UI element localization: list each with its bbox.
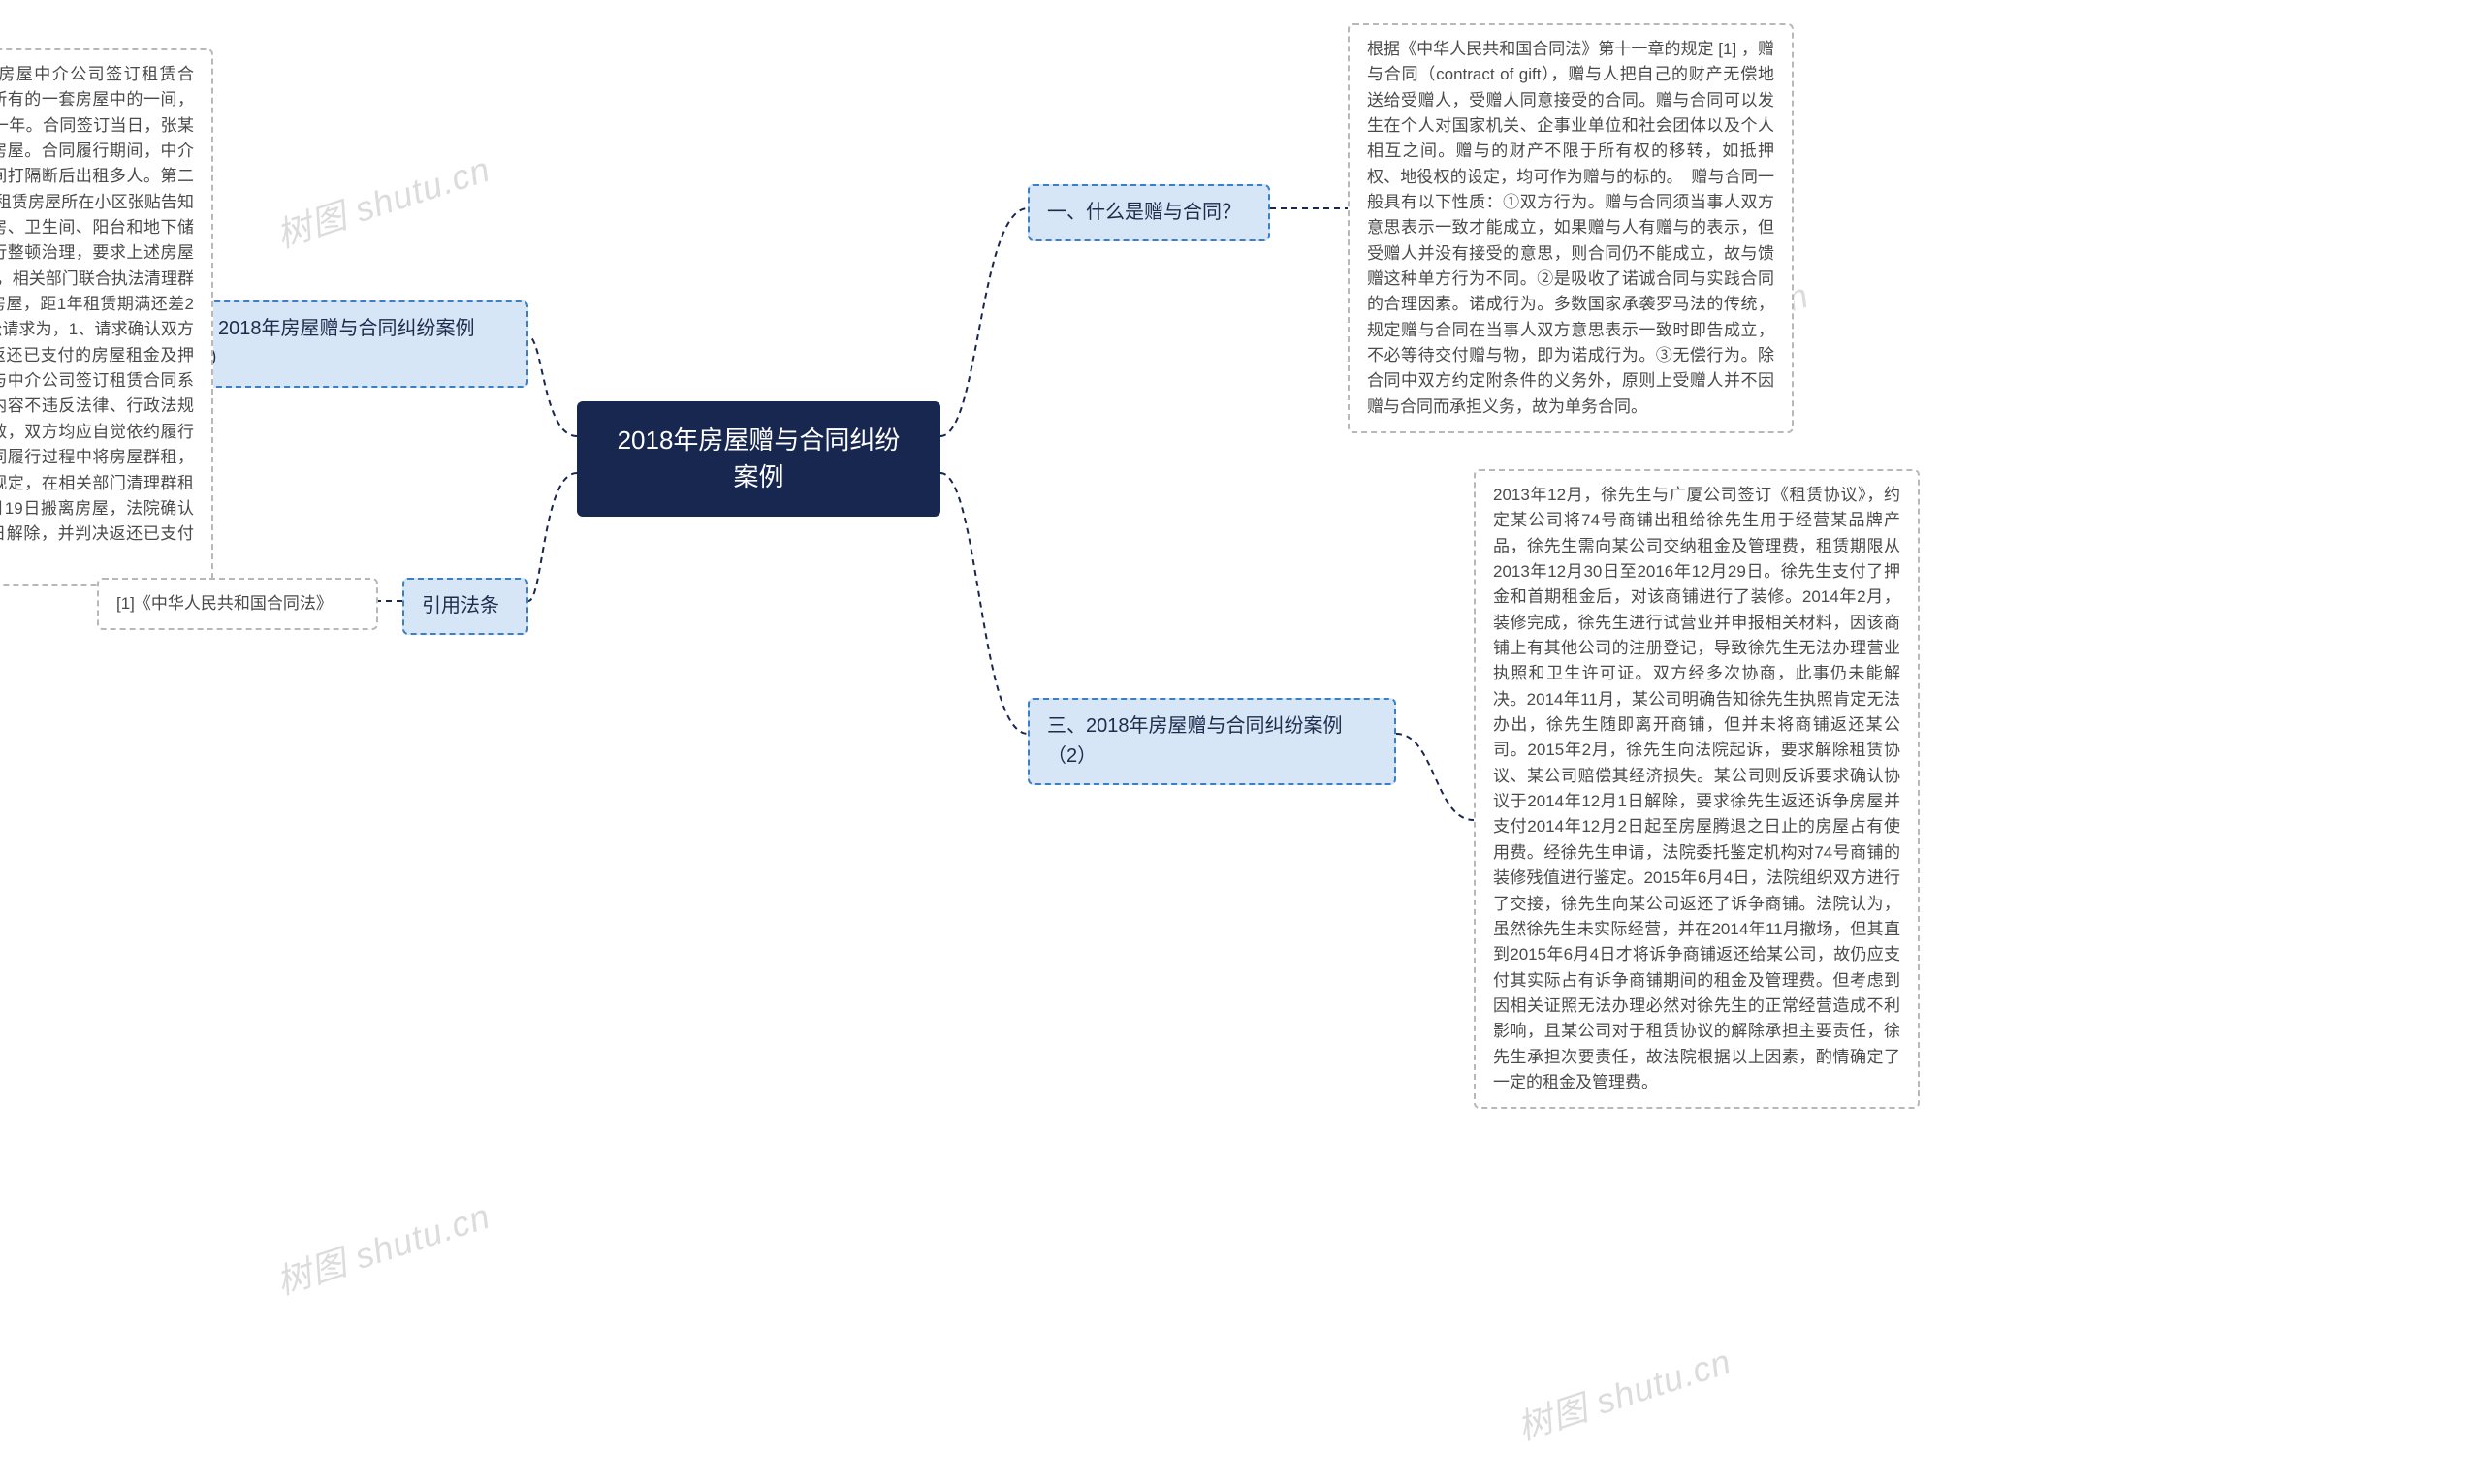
connector <box>1396 734 1474 820</box>
root-title-line1: 2018年房屋赠与合同纠纷 <box>618 426 901 455</box>
leaf-node-case2-detail: 2013年12月，徐先生与广厦公司签订《租赁协议》，约定某公司将74号商铺出租给… <box>1474 469 1920 1109</box>
branch-label: 引用法条 <box>422 595 499 616</box>
connector <box>940 473 1028 734</box>
watermark: 树图 shutu.cn <box>270 1188 496 1305</box>
leaf-node-citation: [1]《中华人民共和国合同法》 <box>97 578 378 630</box>
leaf-text: [1]《中华人民共和国合同法》 <box>116 594 333 613</box>
watermark: 树图 shutu.cn <box>270 142 496 258</box>
leaf-text: 2013年8月19日，张某与某房屋中介公司签订租赁合同，约定张某租赁中介公司所有… <box>0 65 194 569</box>
leaf-text: 2013年12月，徐先生与广厦公司签订《租赁协议》，约定某公司将74号商铺出租给… <box>1493 486 1900 1091</box>
branch-label-line2: （2） <box>1047 745 1097 767</box>
root-node[interactable]: 2018年房屋赠与合同纠纷 案例 <box>577 401 940 517</box>
leaf-node-definition: 根据《中华人民共和国合同法》第十一章的规定 [1] ，赠与合同（contract… <box>1348 23 1794 433</box>
leaf-text: 根据《中华人民共和国合同法》第十一章的规定 [1] ，赠与合同（contract… <box>1367 40 1774 416</box>
connector <box>528 473 577 601</box>
branch-label-line1: 二、2018年房屋赠与合同纠纷案例 <box>179 318 475 339</box>
leaf-node-case1-detail: 2013年8月19日，张某与某房屋中介公司签订租赁合同，约定张某租赁中介公司所有… <box>0 48 213 586</box>
branch-node-case-2[interactable]: 三、2018年房屋赠与合同纠纷案例 （2） <box>1028 698 1396 785</box>
branch-node-cited-law[interactable]: 引用法条 <box>402 578 528 635</box>
branch-label-line1: 三、2018年房屋赠与合同纠纷案例 <box>1047 715 1343 737</box>
branch-label: 一、什么是赠与合同？ <box>1047 202 1241 223</box>
root-title-line2: 案例 <box>733 462 783 491</box>
branch-node-what-is-gift-contract[interactable]: 一、什么是赠与合同？ <box>1028 184 1270 241</box>
connector <box>528 336 577 436</box>
connector <box>940 208 1028 436</box>
branch-node-case-1[interactable]: 二、2018年房屋赠与合同纠纷案例 （1） <box>160 300 528 388</box>
watermark: 树图 shutu.cn <box>1511 1334 1737 1450</box>
